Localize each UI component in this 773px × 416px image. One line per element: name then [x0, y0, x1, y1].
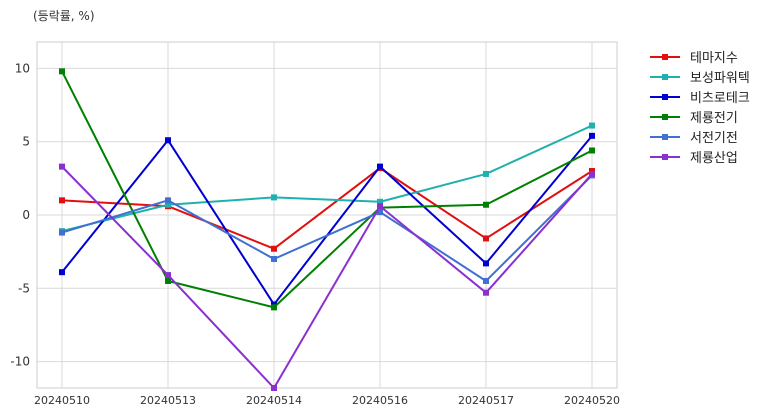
data-point — [165, 272, 171, 279]
legend-item: 테마지수 — [650, 51, 738, 66]
data-point — [589, 147, 595, 154]
legend-item: 비츠로테크 — [650, 91, 750, 106]
data-point — [589, 122, 595, 129]
legend-item: 보성파워텍 — [650, 71, 750, 86]
x-tick-label: 20240513 — [140, 394, 196, 407]
data-point — [59, 269, 65, 276]
data-point — [589, 170, 595, 177]
legend-label: 테마지수 — [690, 51, 738, 66]
data-point — [483, 170, 489, 177]
series-line — [61, 174, 593, 282]
legend-marker — [662, 74, 668, 80]
x-tick-label: 20240520 — [564, 394, 620, 407]
data-point — [271, 304, 277, 311]
x-tick-label: 20240517 — [458, 394, 514, 407]
data-point — [165, 137, 171, 144]
series-line — [61, 70, 593, 309]
data-point — [377, 198, 383, 205]
data-point — [165, 197, 171, 204]
data-point — [377, 163, 383, 170]
legend-label: 보성파워텍 — [690, 71, 750, 86]
x-tick-label: 20240514 — [246, 394, 302, 407]
legend-item: 제룡전기 — [650, 111, 738, 126]
data-point — [59, 163, 65, 170]
y-tick-label: 0 — [22, 208, 30, 222]
data-point — [589, 132, 595, 139]
legend-label: 제룡전기 — [690, 111, 738, 126]
x-tick-label: 20240510 — [34, 394, 90, 407]
legend-marker — [662, 114, 668, 120]
data-point — [59, 68, 65, 75]
unit-label: (등락률, %) — [33, 9, 95, 23]
y-axis-ticks: 10 5 0 -5 -10 — [10, 61, 30, 368]
y-tick-label: 5 — [22, 135, 30, 149]
data-point — [271, 194, 277, 201]
legend-marker — [662, 94, 668, 100]
series-line — [61, 165, 593, 389]
data-point — [165, 201, 171, 208]
data-point — [377, 209, 383, 216]
legend-label: 제룡산업 — [690, 151, 738, 166]
series-6 — [59, 163, 595, 391]
legend-label: 비츠로테크 — [690, 91, 750, 106]
data-point — [483, 277, 489, 284]
legend-marker — [662, 134, 668, 140]
series-line — [61, 124, 593, 233]
series-lines — [59, 68, 595, 391]
legend-marker — [662, 54, 668, 60]
y-tick-label: -5 — [18, 281, 30, 295]
data-point — [483, 201, 489, 208]
data-point — [483, 260, 489, 267]
legend-item: 서전기전 — [650, 131, 738, 146]
legend-label: 서전기전 — [690, 131, 738, 146]
legend-item: 제룡산업 — [650, 151, 738, 166]
y-tick-label: 10 — [15, 61, 30, 75]
y-tick-label: -10 — [10, 355, 30, 369]
data-point — [271, 245, 277, 252]
x-tick-label: 20240516 — [352, 394, 408, 407]
data-point — [165, 277, 171, 284]
data-point — [483, 235, 489, 242]
legend-marker — [662, 154, 668, 160]
data-point — [271, 385, 277, 391]
data-point — [271, 255, 277, 262]
data-point — [59, 229, 65, 236]
x-axis-ticks: 20240510 20240513 20240514 20240516 20240517… — [34, 394, 620, 407]
data-point — [377, 203, 383, 210]
data-point — [59, 197, 65, 204]
data-point — [483, 289, 489, 296]
